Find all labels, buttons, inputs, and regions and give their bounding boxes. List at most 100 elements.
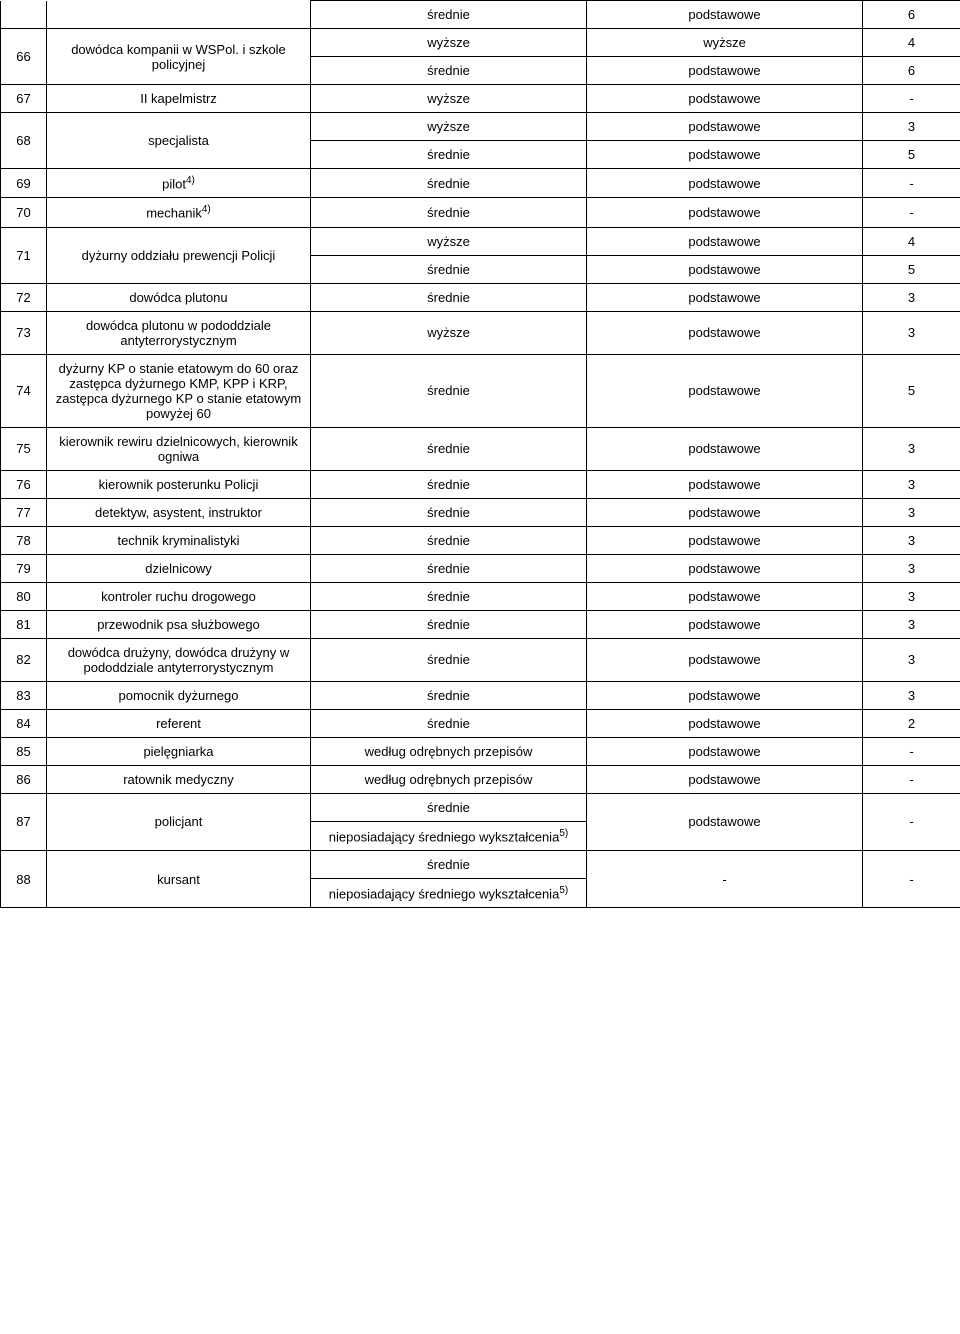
cell-tr: podstawowe (587, 283, 863, 311)
table-row: 74 dyżurny KP o stanie etatowym do 60 or… (1, 354, 960, 427)
cell-ed: średnie (311, 141, 587, 169)
cell-ed: według odrębnych przepisów (311, 765, 587, 793)
cell-num: 79 (1, 554, 47, 582)
cell-yr: 5 (863, 255, 960, 283)
cell-yr: 3 (863, 470, 960, 498)
cell-ed: średnie (311, 850, 587, 878)
cell-name: dowódca kompanii w WSPol. i szkole polic… (47, 29, 311, 85)
cell-tr: podstawowe (587, 1, 863, 29)
cell-yr: 3 (863, 638, 960, 681)
table-row: 86 ratownik medyczny według odrębnych pr… (1, 765, 960, 793)
cell-ed: średnie (311, 610, 587, 638)
table-row: 87 policjant średnie podstawowe - (1, 793, 960, 821)
cell-num: 75 (1, 427, 47, 470)
cell-tr: podstawowe (587, 582, 863, 610)
cell-ed: nieposiadający średniego wykształcenia5) (311, 878, 587, 907)
table-row: 67 II kapelmistrz wyższe podstawowe - (1, 85, 960, 113)
cell-name: dyżurny oddziału prewencji Policji (47, 227, 311, 283)
cell-name: kierownik rewiru dzielnicowych, kierowni… (47, 427, 311, 470)
table-row: średnie podstawowe 6 (1, 1, 960, 29)
cell-yr: 3 (863, 283, 960, 311)
cell-yr: 3 (863, 427, 960, 470)
cell-num: 80 (1, 582, 47, 610)
cell-num: 71 (1, 227, 47, 283)
cell-tr: wyższe (587, 29, 863, 57)
cell-tr: podstawowe (587, 610, 863, 638)
table-row: 84 referent średnie podstawowe 2 (1, 709, 960, 737)
cell-ed: według odrębnych przepisów (311, 737, 587, 765)
table-row: 88 kursant średnie - - (1, 850, 960, 878)
cell-num: 78 (1, 526, 47, 554)
cell-tr: podstawowe (587, 141, 863, 169)
cell-yr: 3 (863, 526, 960, 554)
cell-tr: podstawowe (587, 198, 863, 227)
cell-ed: wyższe (311, 227, 587, 255)
cell-num: 72 (1, 283, 47, 311)
cell-tr: podstawowe (587, 354, 863, 427)
table-row: 80 kontroler ruchu drogowego średnie pod… (1, 582, 960, 610)
cell-ed: średnie (311, 498, 587, 526)
table-row: 69 pilot4) średnie podstawowe - (1, 169, 960, 198)
cell-num: 81 (1, 610, 47, 638)
cell-ed: wyższe (311, 311, 587, 354)
cell-tr: podstawowe (587, 470, 863, 498)
cell-name: specjalista (47, 113, 311, 169)
table-row: 76 kierownik posterunku Policji średnie … (1, 470, 960, 498)
cell-name: kursant (47, 850, 311, 907)
cell-name: II kapelmistrz (47, 85, 311, 113)
cell-yr: 3 (863, 582, 960, 610)
cell-tr: podstawowe (587, 57, 863, 85)
cell-ed: średnie (311, 169, 587, 198)
cell-yr: 5 (863, 354, 960, 427)
cell-ed: wyższe (311, 85, 587, 113)
cell-name: pomocnik dyżurnego (47, 681, 311, 709)
cell-name: referent (47, 709, 311, 737)
cell-ed: średnie (311, 470, 587, 498)
cell-name: przewodnik psa służbowego (47, 610, 311, 638)
cell-tr: podstawowe (587, 113, 863, 141)
cell-ed: średnie (311, 57, 587, 85)
cell-name: detektyw, asystent, instruktor (47, 498, 311, 526)
cell-yr: 3 (863, 681, 960, 709)
cell-yr: 3 (863, 610, 960, 638)
cell-ed: średnie (311, 526, 587, 554)
cell-yr: 2 (863, 709, 960, 737)
cell-num: 83 (1, 681, 47, 709)
cell-num: 70 (1, 198, 47, 227)
cell-tr: podstawowe (587, 681, 863, 709)
cell-num: 68 (1, 113, 47, 169)
cell-ed: średnie (311, 198, 587, 227)
cell-name: mechanik4) (47, 198, 311, 227)
cell-name: pielęgniarka (47, 737, 311, 765)
cell-num: 87 (1, 793, 47, 850)
cell-tr: podstawowe (587, 737, 863, 765)
superscript: 4) (186, 175, 195, 186)
cell-yr: 6 (863, 57, 960, 85)
cell-ed: średnie (311, 582, 587, 610)
cell-num: 82 (1, 638, 47, 681)
cell-yr: 3 (863, 554, 960, 582)
cell-tr: podstawowe (587, 255, 863, 283)
table-row: 78 technik kryminalistyki średnie podsta… (1, 526, 960, 554)
cell-tr: podstawowe (587, 638, 863, 681)
table-row: 77 detektyw, asystent, instruktor średni… (1, 498, 960, 526)
cell-tr: - (587, 850, 863, 907)
cell-num: 84 (1, 709, 47, 737)
cell-num: 86 (1, 765, 47, 793)
cell-tr: podstawowe (587, 526, 863, 554)
cell-yr: - (863, 765, 960, 793)
cell-name: dowódca plutonu (47, 283, 311, 311)
table-row: 66 dowódca kompanii w WSPol. i szkole po… (1, 29, 960, 57)
table-row: 83 pomocnik dyżurnego średnie podstawowe… (1, 681, 960, 709)
cell-tr: podstawowe (587, 427, 863, 470)
cell-ed: nieposiadający średniego wykształcenia5) (311, 821, 587, 850)
cell-ed: średnie (311, 427, 587, 470)
cell-name (47, 1, 311, 29)
cell-name: pilot4) (47, 169, 311, 198)
cell-num: 88 (1, 850, 47, 907)
table-row: 79 dzielnicowy średnie podstawowe 3 (1, 554, 960, 582)
cell-num: 73 (1, 311, 47, 354)
cell-yr: 4 (863, 29, 960, 57)
cell-ed: średnie (311, 793, 587, 821)
cell-num: 74 (1, 354, 47, 427)
